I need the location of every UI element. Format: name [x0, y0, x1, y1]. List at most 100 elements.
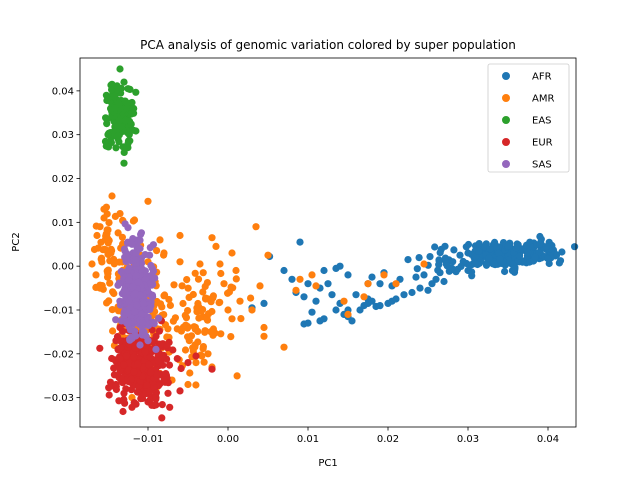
point-amr	[108, 306, 116, 314]
point-afr	[400, 291, 408, 299]
point-sas	[132, 255, 140, 263]
point-amr	[144, 197, 152, 205]
point-afr	[472, 253, 480, 261]
point-amr	[224, 306, 232, 314]
point-amr	[153, 247, 161, 255]
point-amr	[166, 301, 174, 309]
point-afr	[436, 269, 444, 277]
point-eas	[116, 65, 124, 73]
point-afr	[475, 240, 483, 248]
y-tick-label: −0.01	[43, 305, 74, 316]
point-afr	[457, 262, 465, 270]
point-amr	[170, 281, 178, 289]
point-eur	[177, 364, 185, 373]
point-sas	[114, 281, 122, 289]
point-eur	[120, 389, 128, 397]
point-eur	[144, 398, 152, 406]
y-tick-label: −0.02	[43, 349, 74, 360]
point-amr	[198, 352, 206, 360]
point-amr	[104, 235, 112, 243]
point-eur	[192, 352, 200, 360]
point-afr	[486, 245, 494, 253]
point-afr	[328, 291, 336, 299]
y-tick-label: 0.01	[52, 218, 74, 229]
point-sas	[152, 345, 160, 353]
point-afr	[558, 248, 566, 256]
point-amr	[260, 323, 268, 332]
point-sas	[134, 278, 142, 286]
x-tick-label: 0.04	[537, 434, 559, 445]
point-sas	[132, 271, 140, 280]
point-eas	[127, 120, 135, 128]
point-afr	[424, 286, 432, 294]
point-eas	[103, 120, 111, 128]
point-afr	[352, 291, 360, 299]
point-amr	[176, 231, 184, 240]
point-amr	[364, 280, 372, 288]
point-sas	[155, 314, 163, 322]
point-sas	[121, 287, 129, 295]
series-sas	[112, 220, 163, 353]
point-amr	[204, 350, 212, 358]
x-axis: −0.01 0.00 0.01 0.02 0.03 0.04	[133, 427, 559, 445]
point-sas	[149, 293, 157, 301]
point-eur	[173, 355, 181, 363]
point-afr	[441, 242, 449, 250]
point-afr	[515, 252, 524, 260]
point-amr	[296, 275, 304, 283]
point-eas	[110, 92, 119, 101]
point-amr	[183, 276, 191, 284]
point-amr	[248, 306, 256, 314]
point-eur	[105, 391, 113, 399]
point-eur	[134, 360, 142, 368]
y-tick-label: 0.03	[52, 130, 74, 141]
point-sas	[131, 308, 139, 316]
point-eas	[120, 78, 128, 86]
x-tick-label: 0.00	[217, 434, 239, 445]
point-eur	[120, 361, 128, 369]
point-amr	[176, 258, 184, 266]
point-amr	[194, 275, 203, 283]
point-amr	[237, 315, 245, 323]
point-eur	[146, 353, 155, 362]
point-amr	[182, 314, 190, 322]
point-afr	[332, 306, 340, 314]
point-afr	[312, 297, 320, 305]
point-eur	[121, 399, 129, 407]
point-afr	[344, 271, 352, 279]
legend-marker-eas	[502, 116, 510, 124]
point-sas	[124, 224, 132, 232]
point-eas	[103, 96, 111, 105]
point-eur	[152, 401, 160, 409]
point-eas	[124, 129, 132, 137]
point-amr	[380, 271, 388, 279]
point-afr	[485, 254, 493, 262]
point-amr	[202, 294, 210, 302]
point-amr	[199, 343, 207, 351]
point-afr	[456, 251, 464, 259]
point-amr	[228, 315, 236, 323]
y-axis: −0.03 −0.02 −0.01 0.00 0.01 0.02 0.03 0.04	[43, 86, 80, 404]
point-eur	[152, 332, 160, 340]
point-eur	[152, 394, 160, 402]
point-afr	[296, 238, 304, 246]
point-sas	[149, 241, 157, 249]
point-amr	[88, 260, 96, 268]
point-afr	[320, 266, 328, 275]
point-eur	[130, 368, 138, 376]
x-axis-label: PC1	[318, 458, 337, 469]
point-amr	[96, 223, 104, 231]
point-amr	[106, 257, 114, 265]
point-amr	[186, 369, 194, 377]
point-afr	[464, 266, 472, 275]
point-eur	[153, 371, 161, 379]
point-eas	[120, 159, 128, 167]
point-amr	[116, 210, 124, 218]
point-amr	[217, 269, 225, 278]
point-sas	[121, 247, 129, 255]
point-amr	[232, 266, 240, 275]
point-eur	[133, 388, 142, 396]
point-eur	[122, 352, 131, 360]
point-amr	[308, 271, 316, 279]
point-afr	[324, 280, 332, 288]
